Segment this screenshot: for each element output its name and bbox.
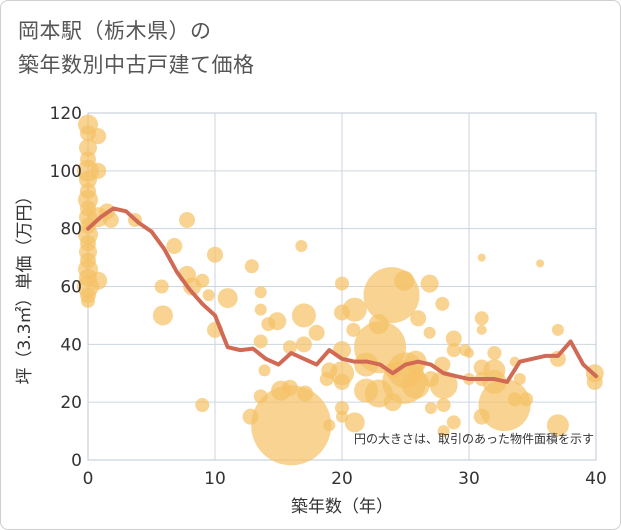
x-tick-label: 10	[204, 469, 226, 489]
data-bubble	[487, 346, 502, 361]
data-bubble	[254, 303, 267, 316]
x-tick-label: 0	[83, 469, 94, 489]
data-bubble	[308, 324, 325, 341]
data-bubble	[258, 364, 271, 377]
data-bubble	[253, 334, 268, 349]
data-bubble	[478, 379, 531, 432]
data-bubble	[323, 419, 336, 432]
data-bubble	[436, 398, 451, 413]
trend-line	[86, 206, 598, 384]
data-bubble	[476, 324, 487, 335]
data-bubble	[546, 414, 569, 437]
y-tick-label: 20	[60, 393, 82, 413]
data-bubble	[429, 370, 458, 399]
data-bubble	[420, 274, 439, 293]
data-bubble	[251, 385, 332, 466]
data-bubble	[89, 271, 108, 290]
data-bubble	[423, 326, 436, 339]
y-tick-label: 80	[60, 220, 82, 240]
chart-title: 岡本駅（栃木県）の 築年数別中古戸建て価格	[18, 14, 255, 82]
data-bubble	[336, 410, 348, 423]
data-bubble	[90, 128, 107, 145]
data-bubble	[344, 412, 365, 433]
x-tick-label: 20	[331, 469, 353, 489]
data-bubble	[295, 240, 308, 253]
data-bubble	[536, 259, 545, 268]
data-bubble	[446, 343, 461, 358]
data-bubble	[334, 373, 350, 390]
data-bubble	[410, 310, 427, 327]
data-bubble	[254, 286, 267, 299]
data-bubble	[282, 340, 297, 355]
data-bubble	[297, 385, 314, 402]
data-bubble	[551, 323, 564, 336]
data-bubble	[394, 270, 415, 291]
data-bubble	[195, 398, 210, 413]
data-bubble	[179, 211, 196, 228]
data-bubble	[335, 400, 349, 415]
data-bubble	[507, 392, 522, 407]
data-bubble	[291, 303, 316, 328]
data-bubble	[195, 273, 210, 288]
data-bubble	[81, 293, 95, 308]
x-tick-label: 40	[585, 469, 607, 489]
data-bubble	[268, 312, 287, 331]
data-bubble	[217, 288, 238, 309]
data-bubble	[445, 330, 462, 347]
data-bubble	[335, 276, 349, 291]
data-bubble	[586, 373, 603, 390]
size-annotation: 円の大きさは、取引のあった物件面積を示す	[354, 431, 594, 446]
data-bubble	[435, 296, 450, 311]
y-tick-label: 40	[60, 335, 82, 355]
data-bubble	[166, 238, 183, 255]
data-bubble	[519, 392, 534, 407]
data-bubble	[244, 259, 259, 274]
chart-title-line1: 岡本駅（栃木県）の	[18, 19, 212, 43]
data-bubble	[483, 359, 506, 382]
x-tick-label: 30	[458, 469, 480, 489]
data-bubble	[464, 348, 474, 359]
data-bubble	[401, 370, 430, 399]
data-bubble	[207, 246, 223, 263]
data-bubble	[295, 336, 312, 353]
data-bubble	[424, 401, 437, 414]
data-bubble	[342, 297, 367, 322]
data-bubble	[437, 425, 450, 438]
data-bubble	[79, 138, 97, 157]
data-bubble	[474, 311, 489, 326]
data-bubble	[152, 305, 173, 326]
y-tick-label: 60	[60, 278, 82, 298]
data-bubble	[202, 289, 215, 302]
data-bubble	[477, 253, 486, 262]
tick-labels: 0 20 40 60 80 100 120 0 10 20 30 40	[50, 104, 607, 489]
data-bubble	[446, 415, 461, 430]
chart-title-line2: 築年数別中古戸建て価格	[18, 53, 255, 77]
y-tick-label: 120	[50, 104, 82, 124]
y-tick-label: 100	[50, 162, 82, 182]
data-bubble	[154, 279, 169, 294]
data-bubble	[102, 211, 119, 228]
data-bubble	[90, 162, 107, 179]
data-bubble	[513, 373, 526, 386]
y-axis-label: 坪（3.3㎡）単価（万円）	[15, 187, 35, 384]
bubble-layer	[77, 114, 604, 466]
y-tick-label: 0	[71, 451, 82, 471]
x-axis-label: 築年数（年）	[291, 497, 393, 517]
data-bubble	[346, 322, 361, 337]
